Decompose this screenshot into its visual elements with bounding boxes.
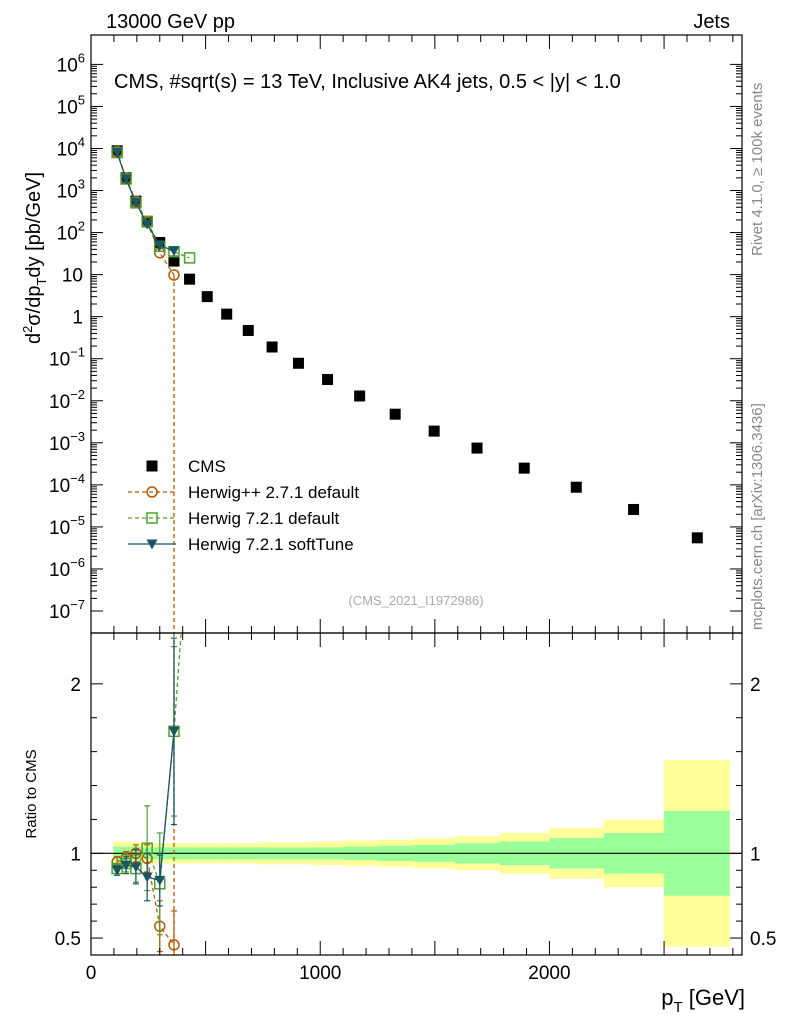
point-data	[471, 442, 483, 454]
point-data	[292, 357, 304, 369]
point-data	[570, 481, 582, 493]
point-data	[518, 462, 530, 474]
point-data	[221, 308, 233, 320]
main-plot-marks	[111, 145, 703, 633]
side-label-top: Rivet 4.1.0, ≥ 100k events	[749, 83, 766, 256]
ratio-y-tick-label-right: 2	[750, 675, 761, 696]
point-data	[168, 255, 180, 267]
point-softtune	[154, 241, 166, 252]
point-herwig721	[183, 252, 196, 264]
side-label-bottom: mcplots.cern.ch [arXiv:1306.3436]	[749, 403, 766, 630]
x-tick-label: 0	[86, 963, 97, 984]
legend-marker-softtune	[146, 539, 158, 550]
ratio-y-tick-label: 2	[70, 675, 81, 696]
point-data	[354, 390, 366, 402]
plot-title: CMS, #sqrt(s) = 13 TeV, Inclusive AK4 je…	[114, 71, 621, 93]
ratio-plot-marks	[111, 633, 182, 955]
analysis-tag: (CMS_2021_I1972986)	[348, 593, 483, 608]
ratio-y-tick-label-right: 1	[750, 844, 761, 865]
legend-label-softtune: Herwig 7.2.1 softTune	[188, 535, 354, 554]
legend-label-herwig721: Herwig 7.2.1 default	[188, 509, 339, 528]
series-line-softtune	[116, 152, 175, 252]
point-data	[428, 425, 440, 437]
point-data	[389, 408, 401, 420]
main-y-tick-label: 105	[57, 92, 85, 118]
ratio-point-softtune	[168, 726, 180, 737]
ratio-y-tick-label: 0.5	[55, 929, 81, 950]
ratio-y-tick-label-right: 0.5	[750, 929, 776, 950]
main-x-axis-ticks	[90, 35, 734, 633]
main-y-axis-title: d2σ/dpTdy [pb/GeV]	[20, 172, 49, 344]
main-y-axis-ticks: 10610510410310210110−110−210−310−410−510…	[49, 50, 742, 623]
ratio-point-softtune	[111, 865, 123, 876]
ratio-point-softtune	[141, 872, 153, 883]
main-y-tick-label: 10−5	[49, 513, 85, 539]
ratio-line-herwig721	[116, 633, 182, 885]
point-data	[184, 273, 196, 285]
x-tick-label: 2000	[528, 963, 570, 984]
main-y-tick-label: 103	[57, 177, 85, 203]
ratio-y-tick-label: 1	[70, 844, 81, 865]
ratio-panel: 0.5 0.5 1 1 2 2 0 1000 2000 Ratio to CMS pT [Ge…	[23, 632, 777, 1016]
main-y-tick-label: 10−3	[49, 429, 85, 455]
x-tick-label: 1000	[299, 963, 341, 984]
ratio-plot-frame	[90, 632, 743, 956]
legend-marker-data	[146, 460, 158, 472]
main-y-tick-label: 10−7	[49, 597, 85, 623]
main-y-tick-label: 10−4	[49, 471, 85, 497]
point-data	[628, 503, 640, 515]
main-y-tick-label: 10	[62, 266, 83, 287]
main-y-tick-label: 102	[57, 219, 85, 245]
ratio-y-axis-title: Ratio to CMS	[23, 749, 40, 838]
ratio-point-softtune	[130, 862, 142, 873]
series-line-herwig721	[116, 152, 190, 259]
header-right: Jets	[693, 11, 730, 33]
point-data	[242, 324, 254, 336]
legend-label-data: CMS	[188, 457, 226, 476]
main-y-tick-label: 10−1	[49, 345, 85, 371]
legend-marker-herwigpp	[146, 486, 158, 498]
point-softtune	[130, 198, 142, 209]
main-y-tick-label: 1	[72, 308, 83, 329]
header-left: 13000 GeV pp	[106, 11, 235, 33]
main-y-tick-label: 10−6	[49, 555, 85, 581]
legend-marker-herwig721	[146, 512, 158, 524]
ratio-point-softtune	[120, 860, 132, 871]
main-y-tick-label: 10−2	[49, 387, 85, 413]
legend-label-herwigpp: Herwig++ 2.7.1 default	[188, 483, 359, 502]
ratio-x-axis-ticks: 0 1000 2000	[86, 633, 734, 984]
point-data	[266, 341, 278, 353]
main-y-tick-label: 106	[57, 50, 85, 76]
series-line-herwigpp	[116, 151, 175, 276]
point-data	[691, 532, 703, 544]
point-data	[322, 374, 334, 386]
point-softtune	[168, 246, 180, 257]
main-panel: 10610510410310210110−110−210−310−410−510…	[20, 34, 743, 634]
point-softtune	[120, 174, 132, 185]
point-softtune	[111, 148, 123, 159]
x-axis-title: pT [GeV]	[661, 985, 745, 1016]
ratio-point-softtune	[154, 875, 166, 886]
legend: CMS Herwig++ 2.7.1 default Herwig 7.2.1 de…	[128, 457, 359, 554]
point-data	[201, 291, 213, 303]
ratio-y-axis-ticks: 0.5 0.5 1 1 2 2	[55, 675, 777, 950]
main-y-tick-label: 104	[57, 134, 85, 160]
point-softtune	[141, 219, 153, 230]
point-herwigpp	[168, 269, 180, 281]
